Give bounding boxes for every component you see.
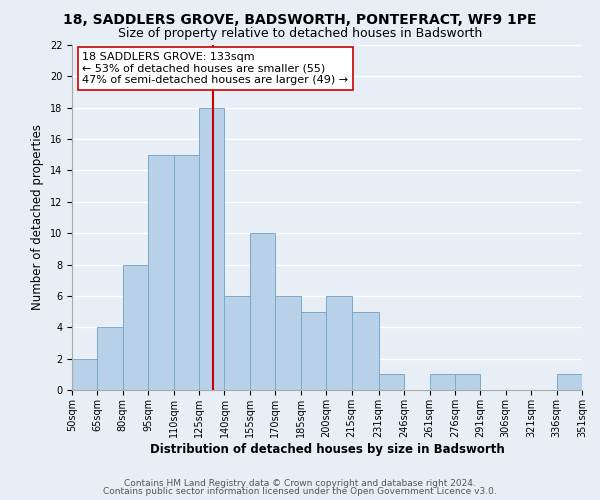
Bar xyxy=(352,312,379,390)
Bar xyxy=(97,328,123,390)
Bar xyxy=(430,374,455,390)
Text: Contains public sector information licensed under the Open Government Licence v3: Contains public sector information licen… xyxy=(103,487,497,496)
Bar xyxy=(326,296,352,390)
Bar xyxy=(275,296,301,390)
Bar xyxy=(148,155,173,390)
Bar xyxy=(123,264,148,390)
Bar xyxy=(199,108,224,390)
Bar xyxy=(250,233,275,390)
Bar xyxy=(173,155,199,390)
Text: 18 SADDLERS GROVE: 133sqm
← 53% of detached houses are smaller (55)
47% of semi-: 18 SADDLERS GROVE: 133sqm ← 53% of detac… xyxy=(82,52,349,85)
Text: 18, SADDLERS GROVE, BADSWORTH, PONTEFRACT, WF9 1PE: 18, SADDLERS GROVE, BADSWORTH, PONTEFRAC… xyxy=(63,12,537,26)
Bar xyxy=(301,312,326,390)
X-axis label: Distribution of detached houses by size in Badsworth: Distribution of detached houses by size … xyxy=(149,442,505,456)
Y-axis label: Number of detached properties: Number of detached properties xyxy=(31,124,44,310)
Bar xyxy=(455,374,481,390)
Text: Size of property relative to detached houses in Badsworth: Size of property relative to detached ho… xyxy=(118,28,482,40)
Bar xyxy=(72,358,97,390)
Bar xyxy=(557,374,582,390)
Bar xyxy=(379,374,404,390)
Bar xyxy=(224,296,250,390)
Text: Contains HM Land Registry data © Crown copyright and database right 2024.: Contains HM Land Registry data © Crown c… xyxy=(124,478,476,488)
